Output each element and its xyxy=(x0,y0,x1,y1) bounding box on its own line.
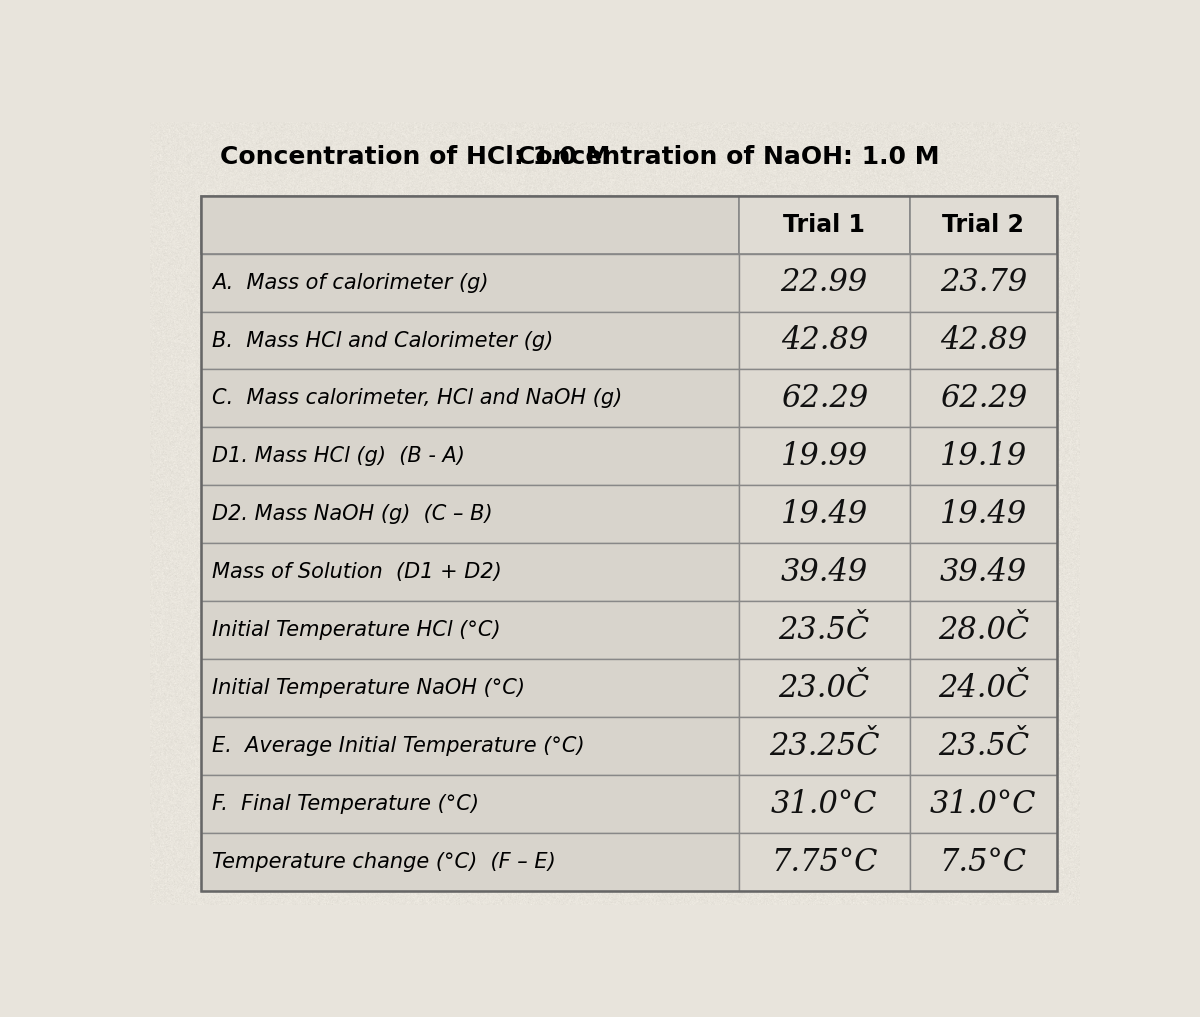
Text: 19.49: 19.49 xyxy=(781,499,868,530)
Bar xyxy=(739,659,910,717)
Bar xyxy=(910,311,1057,369)
Bar xyxy=(739,717,910,775)
Bar xyxy=(910,543,1057,601)
Bar xyxy=(202,775,739,833)
Text: Mass of Solution  (D1 + D2): Mass of Solution (D1 + D2) xyxy=(212,562,502,583)
Bar xyxy=(739,311,910,369)
Text: F.  Final Temperature (°C): F. Final Temperature (°C) xyxy=(212,794,479,815)
Bar xyxy=(739,196,910,253)
Text: Trial 2: Trial 2 xyxy=(942,213,1025,237)
Bar xyxy=(739,601,910,659)
Bar xyxy=(910,196,1057,253)
Bar xyxy=(202,659,739,717)
Bar xyxy=(202,543,739,601)
Text: 39.49: 39.49 xyxy=(781,557,868,588)
Text: 23.25Č: 23.25Č xyxy=(769,730,880,762)
Bar xyxy=(202,717,739,775)
Text: 24.0Č: 24.0Č xyxy=(937,672,1028,704)
Bar xyxy=(910,775,1057,833)
Bar xyxy=(739,427,910,485)
Bar xyxy=(202,253,739,311)
Text: 42.89: 42.89 xyxy=(781,325,868,356)
Text: 23.79: 23.79 xyxy=(940,267,1027,298)
Bar xyxy=(202,485,739,543)
Text: C.  Mass calorimeter, HCl and NaOH (g): C. Mass calorimeter, HCl and NaOH (g) xyxy=(212,388,623,409)
Text: 7.5°C: 7.5°C xyxy=(940,846,1027,878)
Bar xyxy=(202,311,739,369)
Bar xyxy=(739,485,910,543)
Bar xyxy=(739,369,910,427)
Bar xyxy=(910,485,1057,543)
Bar xyxy=(910,833,1057,891)
Text: 31.0°C: 31.0°C xyxy=(930,788,1037,820)
Text: 62.29: 62.29 xyxy=(940,383,1027,414)
Bar xyxy=(910,659,1057,717)
Text: Trial 1: Trial 1 xyxy=(784,213,865,237)
Bar xyxy=(202,196,1057,891)
Bar xyxy=(739,833,910,891)
Bar xyxy=(202,601,739,659)
Text: A.  Mass of calorimeter (g): A. Mass of calorimeter (g) xyxy=(212,273,488,293)
Text: Temperature change (°C)  (F – E): Temperature change (°C) (F – E) xyxy=(212,852,556,872)
Text: Concentration of NaOH: 1.0 M: Concentration of NaOH: 1.0 M xyxy=(517,145,940,169)
Text: E.  Average Initial Temperature (°C): E. Average Initial Temperature (°C) xyxy=(212,736,584,757)
Text: 31.0°C: 31.0°C xyxy=(772,788,877,820)
Text: 19.19: 19.19 xyxy=(940,441,1027,472)
Text: 22.99: 22.99 xyxy=(781,267,868,298)
Text: 42.89: 42.89 xyxy=(940,325,1027,356)
Text: 39.49: 39.49 xyxy=(940,557,1027,588)
Text: 19.49: 19.49 xyxy=(940,499,1027,530)
Bar xyxy=(739,775,910,833)
Bar xyxy=(910,253,1057,311)
Text: Initial Temperature HCl (°C): Initial Temperature HCl (°C) xyxy=(212,620,500,641)
Text: Initial Temperature NaOH (°C): Initial Temperature NaOH (°C) xyxy=(212,678,526,699)
Text: D1. Mass HCl (g)  (B - A): D1. Mass HCl (g) (B - A) xyxy=(212,446,466,467)
Bar xyxy=(202,427,739,485)
Text: 28.0Č: 28.0Č xyxy=(937,614,1028,646)
Bar xyxy=(910,717,1057,775)
Text: 23.0Č: 23.0Č xyxy=(779,672,870,704)
Text: D2. Mass NaOH (g)  (C – B): D2. Mass NaOH (g) (C – B) xyxy=(212,504,493,525)
Bar xyxy=(739,253,910,311)
Text: B.  Mass HCl and Calorimeter (g): B. Mass HCl and Calorimeter (g) xyxy=(212,331,553,351)
Text: Concentration of HCl: 1.0 M: Concentration of HCl: 1.0 M xyxy=(220,145,610,169)
Bar xyxy=(739,543,910,601)
Bar xyxy=(202,369,739,427)
Text: 23.5Č: 23.5Č xyxy=(779,614,870,646)
Bar xyxy=(202,196,739,253)
Text: 19.99: 19.99 xyxy=(781,441,868,472)
Bar xyxy=(910,601,1057,659)
Text: 7.75°C: 7.75°C xyxy=(772,846,877,878)
Bar xyxy=(202,833,739,891)
Bar xyxy=(910,427,1057,485)
Text: 62.29: 62.29 xyxy=(781,383,868,414)
Text: 23.5Č: 23.5Č xyxy=(937,730,1028,762)
Bar xyxy=(910,369,1057,427)
